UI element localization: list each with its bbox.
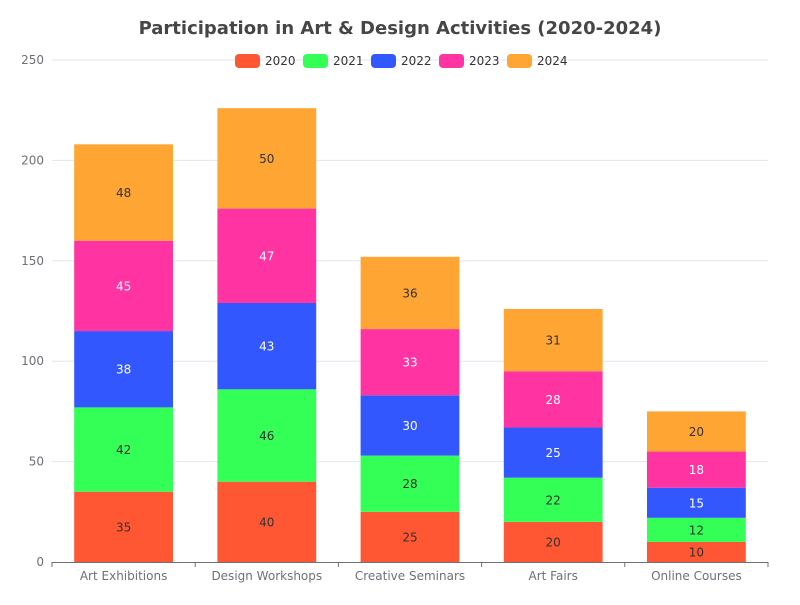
bar-online-courses-2023[interactable] — [646, 451, 746, 488]
data-label-art-fairs-2021: 22 — [546, 493, 561, 507]
bar-art-exhibitions-2023[interactable] — [74, 240, 174, 332]
data-label-art-fairs-2023: 28 — [546, 393, 561, 407]
bar-design-workshops-2020[interactable] — [217, 481, 317, 562]
bar-creative-seminars-2024[interactable] — [360, 256, 460, 330]
data-label-art-exhibitions-2023: 45 — [116, 279, 131, 293]
y-tick-label-250: 250 — [21, 53, 44, 67]
data-label-art-exhibitions-2022: 38 — [116, 363, 131, 377]
y-tick-label-0: 0 — [36, 555, 44, 569]
data-label-art-fairs-2020: 20 — [546, 535, 561, 549]
data-label-creative-seminars-2023: 33 — [402, 356, 417, 370]
legend-label-2020: 2020 — [265, 54, 296, 68]
x-tick-label-art-fairs: Art Fairs — [529, 569, 578, 583]
bar-art-exhibitions-2020[interactable] — [74, 491, 174, 562]
legend[interactable]: 2020 2021 2022 2023 2024 — [235, 54, 568, 68]
bar-online-courses-2024[interactable] — [646, 411, 746, 452]
bar-design-workshops-2022[interactable] — [217, 302, 317, 390]
legend-item-2020[interactable]: 2020 — [235, 54, 296, 68]
data-label-online-courses-2020: 10 — [689, 545, 704, 559]
bar-art-exhibitions-2024[interactable] — [74, 144, 174, 241]
legend-swatch-2022 — [371, 54, 396, 68]
legend-swatch-2023 — [439, 54, 464, 68]
axes: 0 50 100 150 200 250 Art Exhibitions Design Wor… — [21, 53, 769, 583]
bar-art-fairs-2024[interactable] — [503, 308, 603, 372]
bar-online-courses-2020[interactable] — [646, 541, 746, 562]
data-label-creative-seminars-2022: 30 — [402, 419, 417, 433]
bar-art-fairs-2021[interactable] — [503, 477, 603, 522]
bar-art-exhibitions-2021[interactable] — [74, 407, 174, 492]
data-label-creative-seminars-2024: 36 — [402, 286, 417, 300]
data-label-online-courses-2022: 15 — [689, 496, 704, 510]
data-label-art-exhibitions-2024: 48 — [116, 186, 131, 200]
data-label-creative-seminars-2020: 25 — [402, 530, 417, 544]
data-label-online-courses-2023: 18 — [689, 463, 704, 477]
data-label-art-exhibitions-2020: 35 — [116, 520, 131, 534]
chart-title: Participation in Art & Design Activities… — [138, 18, 662, 39]
x-tick-label-online-courses: Online Courses — [651, 569, 742, 583]
bar-creative-seminars-2023[interactable] — [360, 329, 460, 396]
bar-online-courses-2022[interactable] — [646, 487, 746, 518]
data-label-creative-seminars-2021: 28 — [402, 477, 417, 491]
legend-label-2022: 2022 — [401, 54, 432, 68]
bar-art-fairs-2020[interactable] — [503, 521, 603, 562]
x-tick-label-art-exhibitions: Art Exhibitions — [80, 569, 167, 583]
y-tick-label-100: 100 — [21, 354, 44, 368]
data-label-design-workshops-2021: 46 — [259, 429, 274, 443]
bar-art-fairs-2023[interactable] — [503, 371, 603, 428]
bar-online-courses-2021[interactable] — [646, 517, 746, 542]
legend-label-2021: 2021 — [333, 54, 364, 68]
bar-design-workshops-2024[interactable] — [217, 108, 317, 209]
data-label-art-fairs-2024: 31 — [546, 334, 561, 348]
data-labels: 35 42 38 45 48 40 46 43 47 50 25 28 30 33 36 20 22 25 28 31… — [116, 152, 704, 560]
legend-swatch-2024 — [507, 54, 532, 68]
bar-design-workshops-2023[interactable] — [217, 208, 317, 303]
legend-item-2023[interactable]: 2023 — [439, 54, 500, 68]
bar-creative-seminars-2020[interactable] — [360, 511, 460, 562]
bar-art-fairs-2022[interactable] — [503, 427, 603, 478]
legend-item-2022[interactable]: 2022 — [371, 54, 432, 68]
data-label-online-courses-2024: 20 — [689, 425, 704, 439]
data-label-art-fairs-2022: 25 — [546, 446, 561, 460]
legend-label-2023: 2023 — [469, 54, 500, 68]
y-tick-label-150: 150 — [21, 254, 44, 268]
y-tick-label-50: 50 — [29, 455, 44, 469]
legend-swatch-2020 — [235, 54, 260, 68]
data-label-design-workshops-2022: 43 — [259, 340, 274, 354]
x-tick-label-design-workshops: Design Workshops — [211, 569, 322, 583]
bar-creative-seminars-2022[interactable] — [360, 395, 460, 456]
data-label-art-exhibitions-2021: 42 — [116, 443, 131, 457]
bar-design-workshops-2021[interactable] — [217, 389, 317, 482]
bars — [74, 108, 746, 562]
data-label-design-workshops-2023: 47 — [259, 249, 274, 263]
data-label-design-workshops-2024: 50 — [259, 152, 274, 166]
legend-item-2021[interactable]: 2021 — [303, 54, 364, 68]
x-tick-label-creative-seminars: Creative Seminars — [355, 569, 465, 583]
legend-label-2024: 2024 — [537, 54, 568, 68]
bar-art-exhibitions-2022[interactable] — [74, 331, 174, 408]
y-tick-label-200: 200 — [21, 153, 44, 167]
legend-swatch-2021 — [303, 54, 328, 68]
bar-creative-seminars-2021[interactable] — [360, 455, 460, 512]
data-label-online-courses-2021: 12 — [689, 523, 704, 537]
data-label-design-workshops-2020: 40 — [259, 515, 274, 529]
legend-item-2024[interactable]: 2024 — [507, 54, 568, 68]
